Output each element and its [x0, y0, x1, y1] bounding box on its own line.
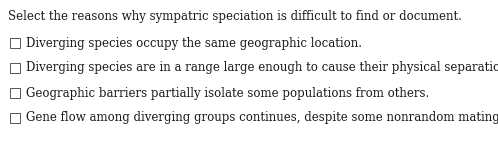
- Text: Select the reasons why sympatric speciation is difficult to find or document.: Select the reasons why sympatric speciat…: [8, 10, 462, 23]
- Bar: [10, 113, 20, 123]
- Text: Diverging species occupy the same geographic location.: Diverging species occupy the same geogra…: [26, 36, 362, 49]
- Text: Geographic barriers partially isolate some populations from others.: Geographic barriers partially isolate so…: [26, 86, 429, 100]
- Bar: [10, 38, 20, 48]
- Text: Gene flow among diverging groups continues, despite some nonrandom mating.: Gene flow among diverging groups continu…: [26, 112, 498, 125]
- Bar: [10, 63, 20, 73]
- Bar: [10, 88, 20, 98]
- Text: Diverging species are in a range large enough to cause their physical separation: Diverging species are in a range large e…: [26, 61, 498, 75]
